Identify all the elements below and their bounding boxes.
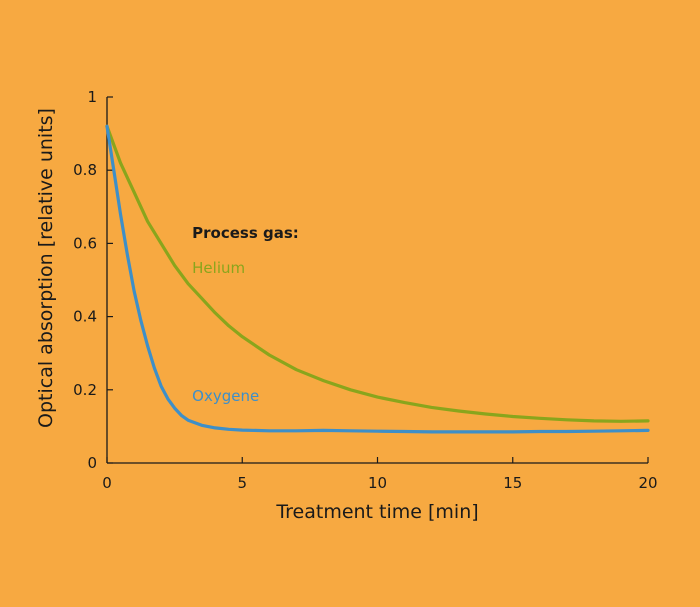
x-tick-label: 10 — [368, 474, 387, 492]
tick-group: 0 5 10 15 20 0 0.2 0.4 0.6 0.8 1 — [73, 88, 657, 492]
series-line-helium — [105, 124, 650, 423]
y-tick-label: 0.2 — [73, 381, 97, 399]
x-axis-title: Treatment time [min] — [275, 501, 478, 523]
series-line-oxygene — [105, 124, 650, 434]
label-group: Helium Oxygene — [192, 259, 259, 405]
y-tick-label: 0.4 — [73, 308, 97, 326]
y-tick-label: 0 — [87, 454, 97, 472]
x-tick-label: 0 — [102, 474, 112, 492]
series-label-oxygene: Oxygene — [192, 387, 259, 405]
process-gas-annotation: Process gas: — [192, 224, 299, 242]
y-tick-label: 0.6 — [73, 234, 97, 252]
series-group — [105, 124, 650, 434]
x-tick-label: 5 — [237, 474, 247, 492]
series-label-helium: Helium — [192, 259, 245, 277]
x-tick-label: 20 — [638, 474, 657, 492]
y-tick-label: 0.8 — [73, 161, 97, 179]
y-tick-label: 1 — [87, 88, 97, 106]
y-axis-title: Optical absorption [relative units] — [35, 108, 57, 428]
x-tick-label: 15 — [503, 474, 522, 492]
